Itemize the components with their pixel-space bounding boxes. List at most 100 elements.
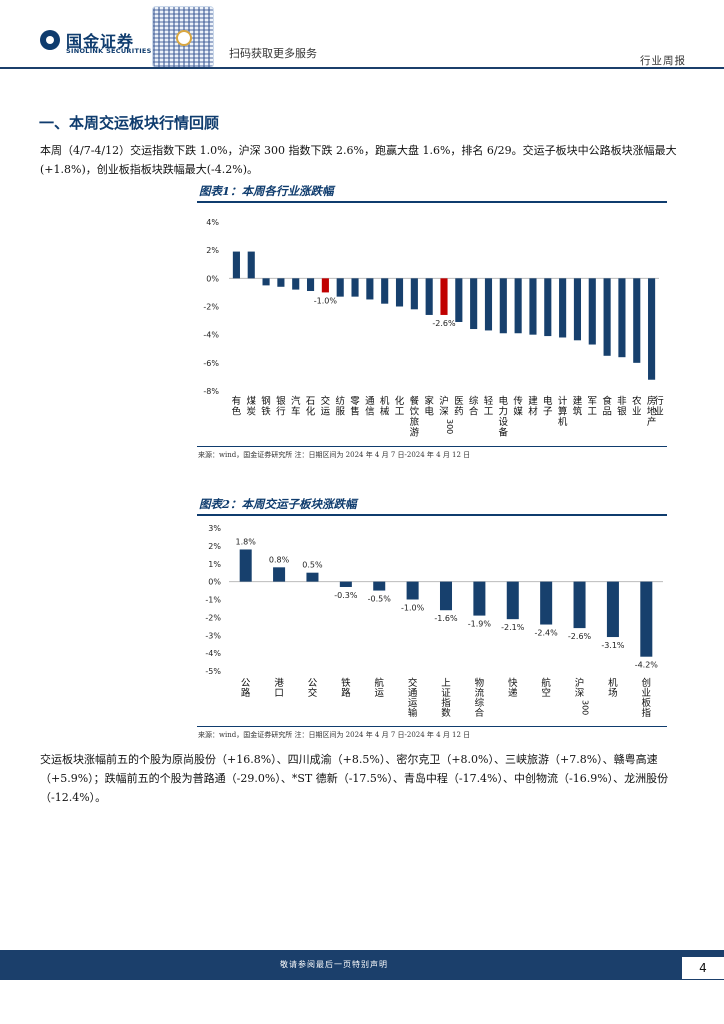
report-type: 行业周报 [640,55,686,67]
bar-房地产 [648,278,656,380]
bar-港口 [273,567,286,582]
svg-text:轻: 轻 [484,395,494,407]
svg-text:银: 银 [617,406,627,418]
svg-text:路: 路 [341,687,351,699]
y-tick-label: 4% [206,218,219,227]
svg-text:非: 非 [617,395,627,407]
y-tick-label: -1% [205,596,221,605]
footer-bar [0,950,724,980]
bar-机场 [606,581,619,638]
svg-text:300: 300 [581,700,590,715]
svg-text:零: 零 [350,396,360,407]
logo-name-en: SINOLINK SECURITIES [66,47,152,55]
x-label-交运: 交运 [321,395,331,418]
bar-家电 [425,278,433,315]
bar-交运 [321,278,329,293]
svg-text:子: 子 [543,407,553,418]
bar-机械 [381,278,389,304]
svg-text:钢: 钢 [261,395,271,407]
x-label-煤炭: 煤炭 [246,395,256,418]
x-label-纺服: 纺服 [335,395,345,418]
bar-铁路 [339,581,352,587]
y-tick-label: -3% [205,631,221,640]
bar-医药 [455,278,463,322]
x-label-铁路: 铁路 [341,677,351,699]
svg-text:路: 路 [241,687,251,699]
bar-农业 [633,278,641,363]
svg-text:化: 化 [306,406,316,418]
svg-text:航: 航 [374,677,384,689]
bar-电力设备 [499,278,507,334]
x-label-医药: 医药 [454,396,464,418]
x-label-创业板指: 创业板指 [642,677,652,719]
x-label-汽车: 汽车 [291,395,301,418]
svg-text:指: 指 [642,707,652,719]
svg-text:合: 合 [475,707,485,719]
x-axis-suffix-label: 行业 [654,395,664,418]
svg-text:流: 流 [475,687,485,699]
svg-text:铁: 铁 [261,406,271,418]
y-tick-label: -6% [203,359,219,368]
svg-text:物: 物 [475,677,485,689]
section-title: 一、本周交运板块行情回顾 [39,114,220,132]
bar-公路 [239,549,252,582]
svg-text:纺: 纺 [335,395,345,407]
x-label-港口: 港口 [274,677,284,699]
svg-text:铁: 铁 [341,677,351,689]
svg-text:上: 上 [441,678,451,689]
svg-text:车: 车 [291,406,301,418]
x-label-食品: 食品 [602,395,612,418]
stocks-paragraph: 交运板块涨幅前五的个股为原尚股份（+16.8%）、四川成渝（+8.5%）、密尔克… [40,753,669,804]
svg-text:场: 场 [608,688,618,699]
svg-text:石: 石 [306,396,316,407]
svg-text:沪: 沪 [439,395,449,407]
svg-text:建: 建 [573,395,583,407]
x-label-钢铁: 钢铁 [261,395,271,418]
svg-text:产: 产 [647,416,657,428]
bar-非银 [618,278,626,358]
figure1-title: 图表1：本周各行业涨跌幅 [199,184,334,198]
bar-化工 [395,278,404,307]
footer-disclaimer: 敬请参阅最后一页特别声明 [280,960,388,969]
svg-text:300: 300 [445,419,454,434]
qr-center-badge-icon [176,30,192,46]
data-label-创业板指: -4.2% [635,661,659,670]
y-tick-label: 2% [208,542,221,551]
svg-text:综: 综 [469,395,479,407]
data-label-上证指数: -1.6% [434,614,458,623]
x-label-建筑: 建筑 [573,395,583,418]
bar-银行 [277,278,285,287]
y-tick-label: -8% [203,387,219,396]
x-label-航运: 航运 [374,677,384,699]
bar-上证指数 [439,581,453,611]
bar-石化 [306,278,315,292]
x-label-零售: 零售 [350,396,360,418]
bar-创业板指 [640,581,653,657]
svg-text:旅: 旅 [410,416,420,428]
bar-轻工 [484,278,493,331]
y-tick-label: -5% [205,667,221,676]
header-divider [0,67,724,69]
x-label-机场: 机场 [608,677,618,699]
svg-text:电: 电 [499,395,509,407]
bar-钢铁 [262,278,270,286]
figure1-source: 来源：wind，国金证券研究所 注：日期区间为 2024 年 4 月 7 日-2… [198,451,471,459]
svg-text:创: 创 [642,677,652,689]
bar-沪深300 [440,278,448,315]
svg-text:交: 交 [321,395,331,407]
svg-text:械: 械 [380,406,390,418]
svg-text:行: 行 [654,395,664,407]
intro-paragraph: 本周（4/7-4/12）交运指数下跌 1.0%，沪深 300 指数下跌 2.6%… [40,144,677,176]
y-tick-label: -2% [203,303,219,312]
svg-text:农: 农 [632,395,642,407]
svg-text:药: 药 [454,407,464,418]
y-tick-label: 0% [206,274,219,283]
svg-text:力: 力 [499,406,509,418]
x-label-公交: 公交 [308,678,318,699]
svg-text:建: 建 [528,395,538,407]
svg-text:化: 化 [395,395,405,407]
svg-text:合: 合 [469,406,479,418]
